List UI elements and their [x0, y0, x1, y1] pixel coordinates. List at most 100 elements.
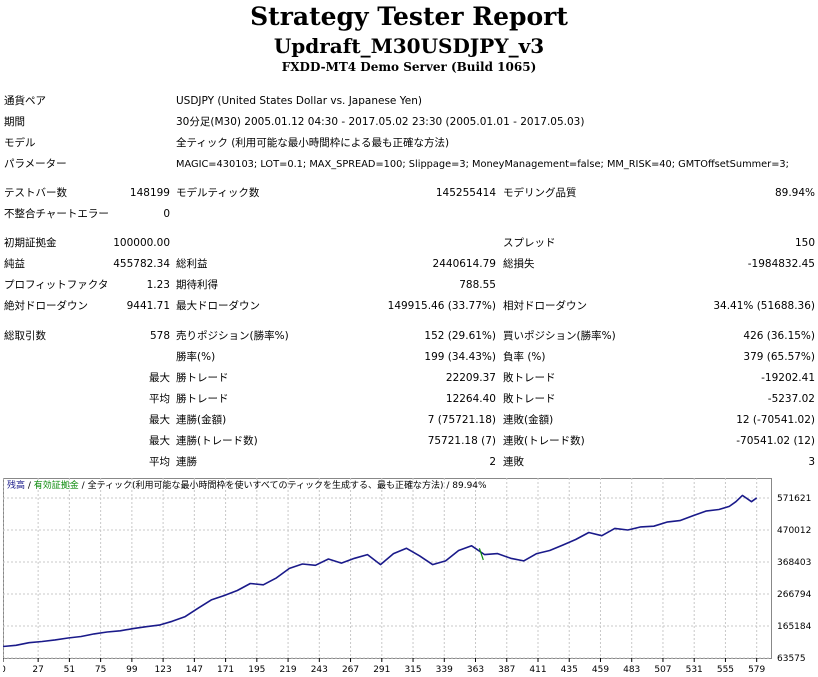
stat-value: 2 — [489, 456, 496, 468]
stat-value: 100000.00 — [113, 237, 170, 249]
stat-value: 788.55 — [459, 279, 496, 291]
stat-label: 純益 — [4, 258, 25, 270]
stat-label: 敗トレード — [503, 372, 556, 384]
x-tick-label: 579 — [748, 665, 765, 674]
stat-value: -1984832.45 — [747, 258, 815, 270]
stat-value: 3 — [808, 456, 815, 468]
y-tick-label: 368403 — [777, 558, 811, 568]
x-tick-label: 0 — [3, 665, 6, 674]
balance-line — [3, 494, 758, 648]
stat-label: 連敗(金額) — [503, 414, 554, 426]
legend-separator: / — [78, 481, 88, 491]
stat-label: スプレッド — [503, 237, 556, 249]
stat-label: プロフィットファクタ — [4, 279, 109, 291]
x-tick-label: 51 — [64, 665, 75, 674]
stat-label: 勝トレード — [176, 393, 229, 405]
x-tick-label: 123 — [155, 665, 172, 674]
stat-label: 勝率(%) — [176, 351, 216, 363]
setting-value: 全ティック (利用可能な最小時間枠による最も正確な方法) — [176, 137, 450, 149]
stat-value: 578 — [149, 330, 170, 342]
stat-value: 12 (-70541.02) — [736, 414, 815, 426]
stat-label: 総損失 — [503, 258, 535, 270]
stat-prefix: 平均 — [149, 393, 170, 405]
stat-label: テストバー数 — [4, 187, 67, 199]
legend-separator: / — [25, 481, 34, 491]
stat-value: -70541.02 (12) — [736, 435, 815, 447]
stat-value: 22209.37 — [445, 372, 496, 384]
stat-label: 連勝(トレード数) — [176, 435, 258, 447]
setting-value: USDJPY (United States Dollar vs. Japanes… — [176, 95, 422, 107]
stat-value: 145255414 — [435, 187, 496, 199]
stat-label: 相対ドローダウン — [503, 300, 587, 312]
y-tick-label: 470012 — [777, 526, 811, 536]
stat-value: 7 (75721.18) — [427, 414, 496, 426]
chart-legend: 残高 / 有効証拠金 / 全ティック(利用可能な最小時間枠を使いすべてのティック… — [7, 481, 487, 492]
y-tick-label: 571621 — [777, 494, 811, 504]
stat-value: 379 (65.57%) — [743, 351, 815, 363]
stat-label: 連勝(金額) — [176, 414, 227, 426]
stat-label: 総取引数 — [4, 330, 46, 342]
x-tick-label: 483 — [623, 665, 640, 674]
chart-canvas: 571621 470012 368403 266794 165184 63575 0 27 51… — [3, 478, 812, 674]
stat-value: 426 (36.15%) — [743, 330, 815, 342]
x-tick-label: 435 — [561, 665, 578, 674]
stat-value: 89.94% — [774, 187, 815, 199]
x-tick-label: 75 — [95, 665, 106, 674]
stat-value: 2440614.79 — [432, 258, 496, 270]
stat-label: モデルティック数 — [176, 187, 260, 199]
stat-label: 最大ドローダウン — [176, 300, 260, 312]
legend-model: 全ティック(利用可能な最小時間枠を使いすべてのティックを生成する、最も正確な方法… — [87, 481, 487, 491]
server-name: FXDD-MT4 Demo Server (Build 1065) — [281, 60, 537, 74]
stat-label: 売りポジション(勝率%) — [176, 330, 289, 342]
stat-value: 152 (29.61%) — [424, 330, 496, 342]
legend-equity: 有効証拠金 — [33, 481, 79, 491]
stat-value: 148199 — [129, 187, 170, 199]
stat-value: -19202.41 — [761, 372, 815, 384]
x-tick-label: 171 — [217, 665, 234, 674]
stat-label: 連敗 — [503, 456, 524, 468]
stat-value: 149915.46 (33.77%) — [387, 300, 496, 312]
legend-balance: 残高 — [7, 481, 26, 491]
stat-label: 絶対ドローダウン — [4, 300, 88, 312]
stat-value: 455782.34 — [113, 258, 170, 270]
setting-label: 通貨ペア — [4, 95, 46, 107]
setting-value: 30分足(M30) 2005.01.12 04:30 - 2017.05.02 … — [176, 116, 585, 128]
stat-prefix: 最大 — [149, 435, 170, 447]
stat-prefix: 平均 — [149, 456, 170, 468]
x-tick-label: 363 — [467, 665, 484, 674]
stat-value: 0 — [163, 208, 170, 220]
x-tick-label: 219 — [279, 665, 296, 674]
stat-value: 9441.71 — [126, 300, 170, 312]
stat-prefix: 最大 — [149, 372, 170, 384]
stat-label: 敗トレード — [503, 393, 556, 405]
stat-value: -5237.02 — [767, 393, 815, 405]
x-tick-label: 507 — [654, 665, 671, 674]
x-tick-label: 147 — [186, 665, 203, 674]
stat-label: 負率 (%) — [503, 351, 546, 363]
stat-value: 150 — [794, 237, 815, 249]
y-tick-label: 266794 — [777, 590, 812, 600]
stat-value: 34.41% (51688.36) — [713, 300, 815, 312]
report-title: Strategy Tester Report — [250, 2, 568, 31]
x-tick-label: 531 — [686, 665, 703, 674]
x-tick-label: 291 — [373, 665, 390, 674]
x-tick-label: 555 — [717, 665, 734, 674]
x-tick-label: 243 — [311, 665, 328, 674]
x-tick-label: 411 — [529, 665, 546, 674]
stat-value: 1.23 — [146, 279, 170, 291]
x-tick-label: 339 — [436, 665, 453, 674]
y-tick-label: 63575 — [777, 654, 806, 664]
setting-label: パラメーター — [4, 158, 67, 170]
x-tick-label: 99 — [126, 665, 138, 674]
stat-label: 連勝 — [176, 456, 197, 468]
stat-label: モデリング品質 — [503, 187, 577, 199]
stat-value: 75721.18 (7) — [427, 435, 496, 447]
setting-label: 期間 — [4, 116, 25, 128]
equity-line — [478, 548, 484, 561]
stat-value: 12264.40 — [445, 393, 496, 405]
stat-label: 連敗(トレード数) — [503, 435, 585, 447]
x-tick-label: 267 — [342, 665, 359, 674]
x-tick-label: 27 — [32, 665, 43, 674]
x-tick-label: 195 — [248, 665, 265, 674]
stat-label: 期待利得 — [176, 279, 218, 291]
